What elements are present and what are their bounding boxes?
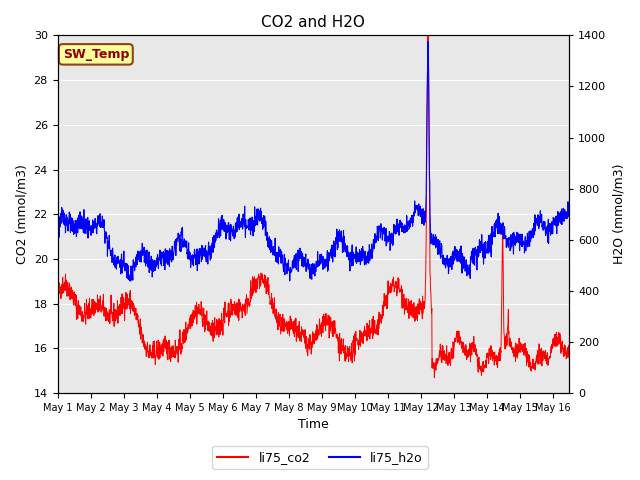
Text: SW_Temp: SW_Temp xyxy=(63,48,129,61)
Legend: li75_co2, li75_h2o: li75_co2, li75_h2o xyxy=(212,446,428,469)
Y-axis label: H2O (mmol/m3): H2O (mmol/m3) xyxy=(612,164,625,264)
Title: CO2 and H2O: CO2 and H2O xyxy=(262,15,365,30)
X-axis label: Time: Time xyxy=(298,419,329,432)
Y-axis label: CO2 (mmol/m3): CO2 (mmol/m3) xyxy=(15,164,28,264)
